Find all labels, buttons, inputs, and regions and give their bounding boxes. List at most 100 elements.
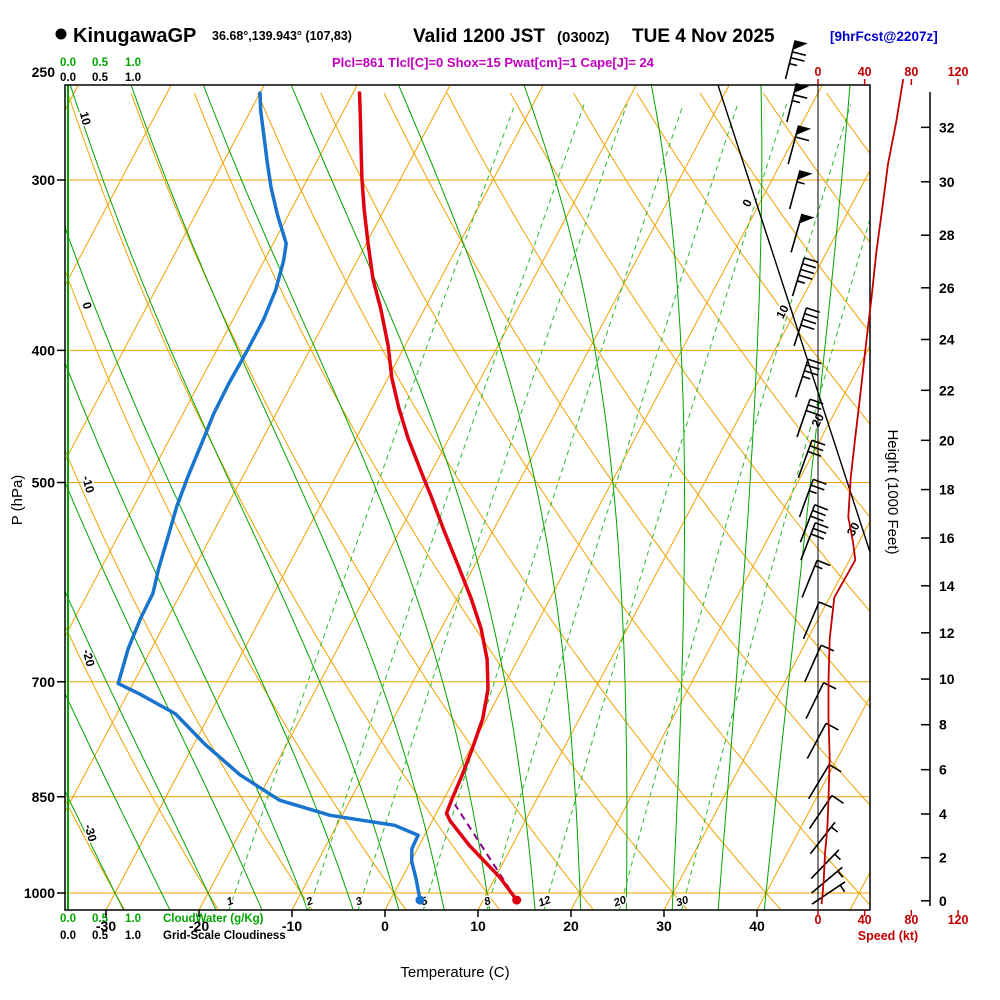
moist-adiabat-line bbox=[650, 85, 686, 910]
isotherm-line bbox=[384, 85, 823, 910]
isotherm-line bbox=[65, 85, 265, 463]
height-tick-label: 12 bbox=[939, 625, 955, 641]
height-axis-title: Height (1000 Feet) bbox=[884, 429, 901, 554]
cloudiness-tick-bottom: 0.5 bbox=[92, 930, 109, 942]
dry-adiabat-line bbox=[383, 92, 870, 806]
cloudwater-tick-bottom: 1.0 bbox=[125, 913, 141, 925]
pressure-tick-label: 700 bbox=[32, 674, 56, 690]
isotherm-line bbox=[570, 344, 870, 910]
dry-adiabat-line bbox=[67, 92, 501, 910]
dry-adiabat-line bbox=[65, 798, 126, 910]
height-tick-label: 26 bbox=[939, 280, 955, 296]
wind-barb-staff bbox=[802, 601, 820, 640]
temperature-curve bbox=[357, 91, 519, 902]
moist-adiabat-line bbox=[69, 85, 400, 910]
mixing-ratio-line bbox=[618, 104, 852, 910]
mixing-ratio-line bbox=[543, 104, 787, 910]
wind-barb-staff bbox=[798, 479, 814, 518]
moist-adiabat-line bbox=[65, 789, 124, 910]
speed-tick-label: 120 bbox=[948, 913, 969, 927]
wind-barb-staff bbox=[805, 682, 825, 720]
dry-adiabat-line bbox=[65, 448, 313, 910]
isotherm-label: 0 bbox=[739, 196, 755, 209]
pressure-tick-label: 400 bbox=[32, 342, 56, 358]
temperature-tick-label: 30 bbox=[656, 918, 672, 934]
cloudwater-axis-title: CloudWater (g/Kg) bbox=[163, 913, 264, 925]
wind-barb-full bbox=[828, 763, 842, 773]
height-tick-label: 14 bbox=[939, 578, 955, 594]
wind-barb-pennant bbox=[796, 125, 812, 135]
dry-adiabat-line bbox=[699, 92, 870, 334]
forecast-tag: [9hrFcst@2207z] bbox=[830, 29, 938, 44]
height-tick-label: 22 bbox=[939, 382, 955, 398]
titles: KinugawaGP 36.68°,139.943° (107,83) Vali… bbox=[55, 25, 938, 70]
adiabat-label: 0 bbox=[80, 301, 95, 311]
speed-profile bbox=[820, 78, 905, 905]
wind-barb-full bbox=[807, 450, 822, 457]
temperature-tick-label: -10 bbox=[282, 918, 302, 934]
speed-tick-label: 120 bbox=[948, 65, 969, 79]
height-tick-label: 6 bbox=[939, 762, 947, 778]
wind-barb-full bbox=[802, 318, 817, 325]
wind-barb-half bbox=[834, 853, 842, 861]
wind-barb-full bbox=[810, 515, 824, 522]
wind-barb-full bbox=[802, 262, 817, 269]
wind-barb-pennant bbox=[794, 83, 810, 93]
moist-adiabat-line bbox=[65, 692, 171, 910]
pressure-tick-label: 1000 bbox=[24, 885, 55, 901]
isotherm-line bbox=[65, 85, 172, 287]
wind-barb-full bbox=[812, 527, 827, 535]
station-coords: 36.68°,139.943° (107,83) bbox=[212, 29, 352, 43]
height-tick-label: 28 bbox=[939, 227, 955, 243]
wind-barb-full bbox=[804, 369, 818, 376]
temperature-axis-title: Temperature (C) bbox=[400, 964, 509, 981]
height-tick-label: 10 bbox=[939, 671, 955, 687]
wind-barb-full bbox=[809, 445, 824, 452]
moist-adiabat-line bbox=[65, 361, 308, 910]
wind-barb-full bbox=[816, 559, 831, 567]
wind-barb-full bbox=[809, 398, 824, 405]
dry-adiabat-line bbox=[573, 92, 870, 518]
mixing-ratio-line bbox=[422, 104, 684, 910]
isotherm-line bbox=[65, 85, 451, 813]
axis-titles: Temperature (C) P (hPa) Height (1000 Fee… bbox=[9, 429, 918, 981]
adiabat-label: -30 bbox=[82, 823, 100, 844]
dry-adiabat-line bbox=[826, 92, 870, 155]
dry-adiabat-line bbox=[193, 92, 688, 910]
wind-barb-half bbox=[814, 565, 823, 570]
wind-barb-staff bbox=[807, 764, 830, 800]
height-tick-label: 32 bbox=[939, 119, 955, 135]
mixing-ratio-label: 12 bbox=[537, 894, 553, 909]
speed-tick-label: 0 bbox=[815, 913, 822, 927]
speed-tick-label: 0 bbox=[815, 65, 822, 79]
height-tick-label: 18 bbox=[939, 482, 955, 498]
height-tick-label: 2 bbox=[939, 850, 947, 866]
wind-barb-pennant bbox=[797, 170, 813, 180]
mixing-ratio-label: 8 bbox=[483, 895, 494, 909]
pressure-tick-label: 850 bbox=[32, 789, 56, 805]
station-marker-dot bbox=[55, 28, 67, 40]
isotherm-line bbox=[477, 169, 870, 910]
dry-adiabat-line bbox=[446, 92, 870, 709]
wind-barb-half bbox=[839, 884, 846, 893]
height-tick-label: 16 bbox=[939, 530, 955, 546]
wind-barb-full bbox=[790, 56, 805, 62]
moist-adiabat-line bbox=[717, 85, 763, 910]
wind-barb-half bbox=[830, 826, 839, 833]
wind-barb-full bbox=[818, 601, 833, 609]
wind-barb-staff bbox=[804, 644, 822, 683]
isotherm-line bbox=[65, 85, 358, 638]
dry-adiabat-line bbox=[65, 624, 219, 910]
dry-adiabat-line bbox=[130, 92, 594, 910]
pressure-tick-label: 500 bbox=[32, 475, 56, 491]
isotherm-line bbox=[849, 871, 870, 910]
wind-barb-full bbox=[812, 509, 826, 517]
wind-barb-half bbox=[837, 870, 844, 878]
height-tick-label: 0 bbox=[939, 893, 947, 909]
wind-barb-staff bbox=[801, 560, 818, 598]
moist-adiabat-line bbox=[202, 85, 490, 910]
skewt-grid bbox=[65, 85, 870, 910]
wind-barb-half bbox=[796, 280, 806, 284]
pressure-tick-label: 250 bbox=[32, 64, 56, 80]
